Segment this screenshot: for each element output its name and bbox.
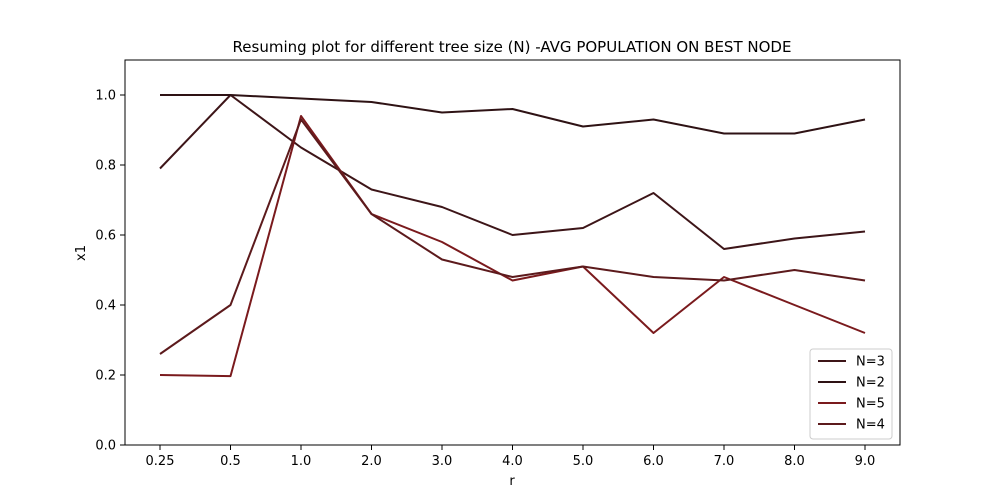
y-tick-label: 0.8: [95, 159, 116, 174]
x-tick-label: 2.0: [361, 454, 382, 469]
y-tick-label: 1.0: [95, 89, 116, 104]
y-tick-label: 0.2: [95, 369, 116, 384]
x-axis-label: r: [509, 474, 515, 489]
plot-area: [159, 94, 866, 378]
legend-label-1: N=2: [856, 376, 885, 391]
legend-label-0: N=3: [856, 355, 885, 370]
y-axis-label: x1: [74, 245, 89, 261]
y-tick-label: 0.4: [95, 299, 116, 314]
x-tick-label: 1.0: [291, 454, 312, 469]
x-tick-label: 5.0: [573, 454, 594, 469]
x-tick-label: 7.0: [714, 454, 735, 469]
chart-title: Resuming plot for different tree size (N…: [233, 38, 792, 56]
x-tick-label: 6.0: [643, 454, 664, 469]
legend-label-2: N=5: [856, 397, 885, 412]
x-tick-label: 4.0: [502, 454, 523, 469]
series-line-3: [159, 118, 866, 355]
y-tick-label: 0.0: [95, 439, 116, 454]
legend: N=3 N=2 N=5 N=4: [809, 348, 893, 440]
y-tick-label: 0.6: [95, 229, 116, 244]
legend-label-3: N=4: [856, 418, 885, 433]
plot-frame: [124, 59, 901, 446]
series-line-1: [160, 94, 866, 135]
x-tick-label: 8.0: [784, 454, 805, 469]
series-line-0: [159, 94, 866, 250]
x-tick-label: 9.0: [855, 454, 876, 469]
x-tick-label: 0.25: [146, 454, 175, 469]
legend-box: [809, 348, 893, 440]
x-tick-label: 0.5: [220, 454, 241, 469]
axes: 0.25 0.5 1.0 2.0 3.0 4.0 5.0 6.0 7.0 8.0 9.0 0.0 0.2…: [95, 59, 901, 469]
series-line-2: [159, 115, 866, 378]
x-tick-label: 3.0: [432, 454, 453, 469]
